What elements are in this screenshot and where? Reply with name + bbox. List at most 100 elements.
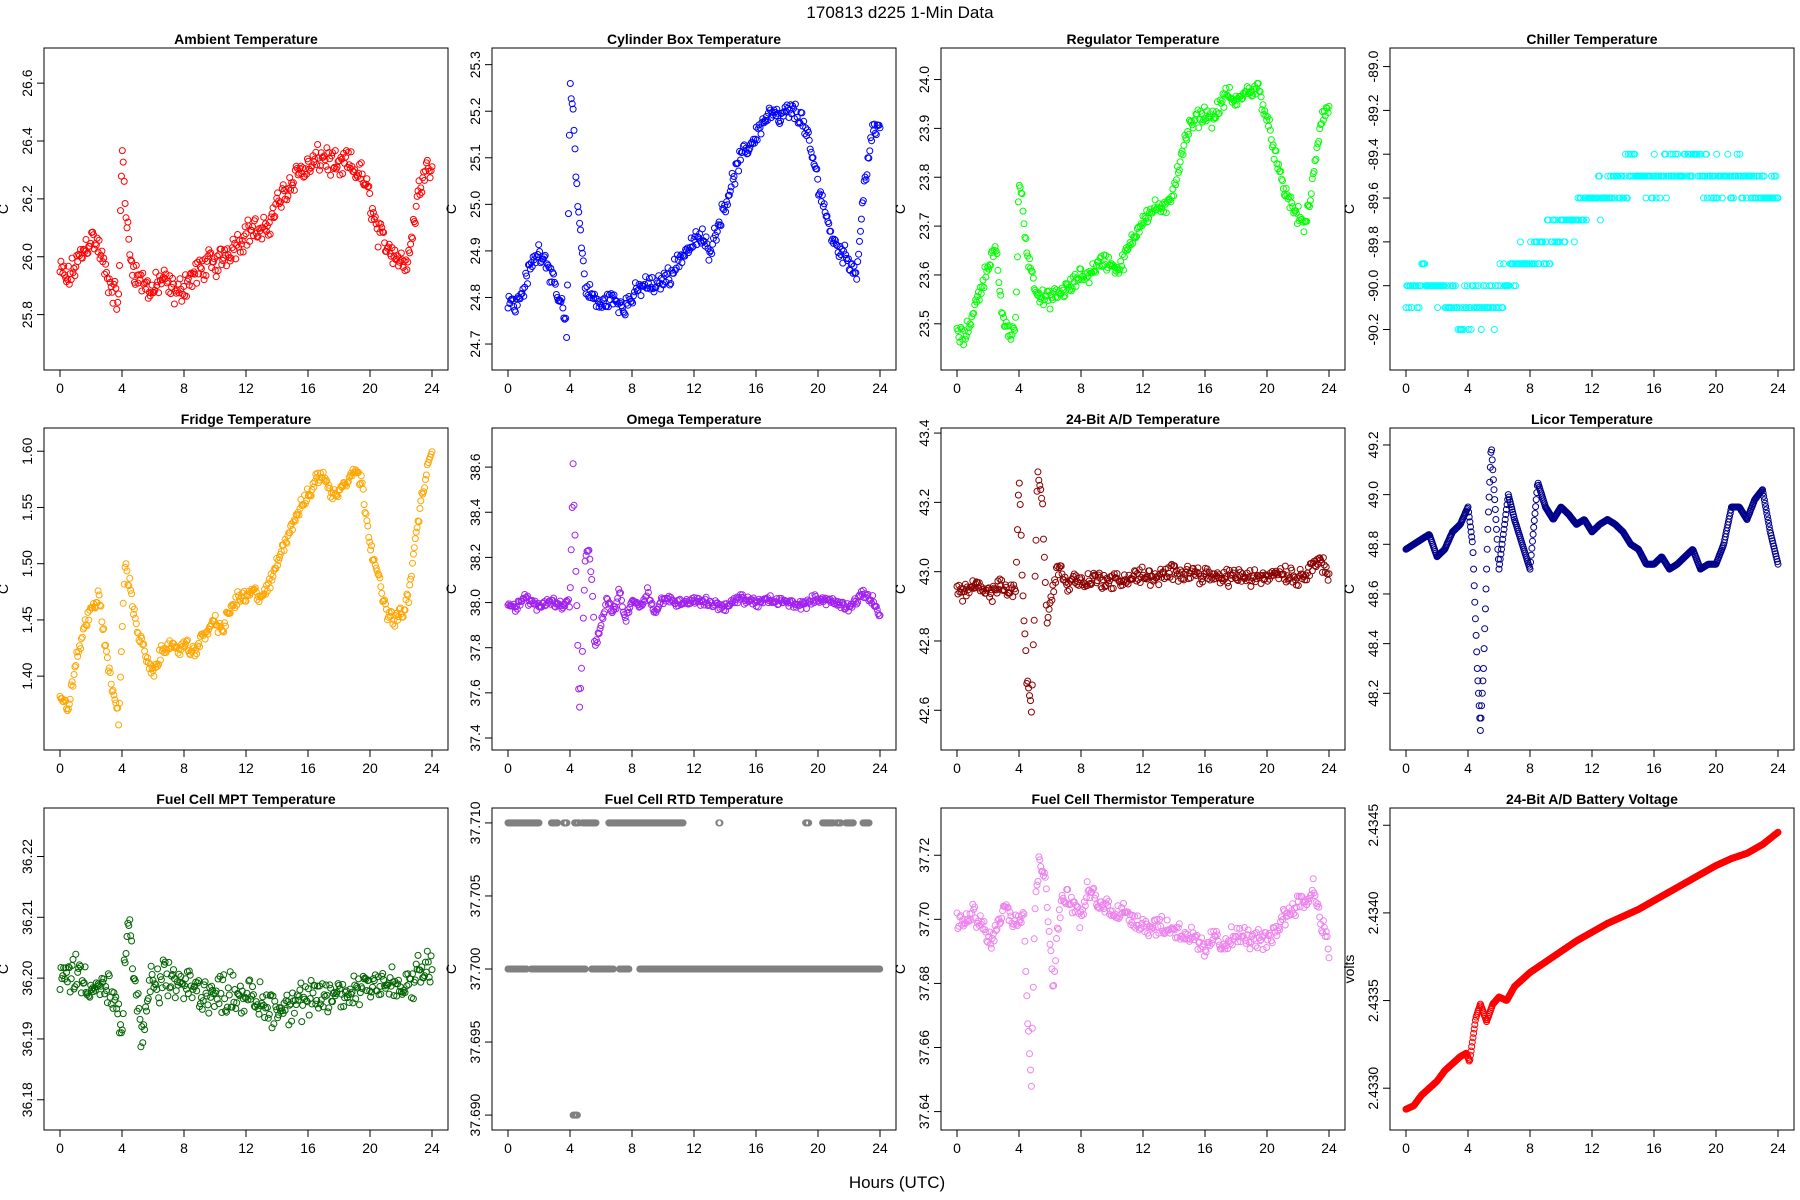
data-point	[1570, 238, 1578, 246]
data-point	[1040, 301, 1047, 309]
data-point	[1158, 204, 1166, 212]
data-point	[1405, 304, 1413, 312]
data-point	[253, 233, 261, 241]
data-point	[148, 281, 156, 289]
data-point	[809, 154, 817, 162]
data-point	[576, 219, 584, 227]
data-series	[504, 80, 884, 341]
data-point	[60, 262, 68, 270]
data-point	[289, 526, 296, 534]
data-point	[1029, 274, 1037, 282]
data-point	[143, 278, 150, 286]
data-point	[835, 253, 843, 260]
data-point	[580, 270, 588, 278]
x-tick-label: 16	[1646, 380, 1662, 396]
y-tick-label: -89.0	[1365, 50, 1381, 82]
data-point	[1695, 150, 1703, 158]
data-point	[578, 664, 585, 672]
data-point	[1127, 241, 1135, 249]
data-point	[1283, 191, 1291, 199]
data-point	[121, 200, 129, 207]
data-point	[621, 614, 629, 621]
data-point	[125, 582, 133, 590]
data-point	[200, 276, 208, 284]
data-point	[428, 448, 436, 456]
panel-title: Ambient Temperature	[174, 31, 318, 47]
data-point	[568, 100, 576, 108]
data-point	[1662, 150, 1669, 158]
data-point	[1254, 80, 1262, 87]
data-point	[592, 636, 600, 644]
data-point	[1105, 579, 1113, 587]
data-point	[196, 643, 203, 651]
data-point	[118, 147, 126, 155]
data-point	[844, 607, 852, 615]
data-point	[1034, 468, 1042, 476]
data-point	[1251, 566, 1259, 574]
data-point	[183, 637, 190, 645]
data-series	[504, 460, 884, 711]
panel-title: Fuel Cell MPT Temperature	[156, 791, 336, 807]
data-point	[428, 163, 436, 171]
x-tick-label: 20	[810, 380, 826, 396]
data-point	[364, 522, 372, 530]
data-point	[78, 254, 86, 262]
data-point	[334, 493, 342, 501]
data-point	[1037, 486, 1045, 494]
data-point	[597, 622, 605, 629]
data-point	[404, 592, 412, 599]
y-tick-label: 37.700	[467, 947, 483, 990]
y-tick-label: 25.8	[19, 301, 35, 328]
x-tick-label: 12	[238, 760, 254, 776]
data-point	[378, 589, 386, 597]
data-point	[277, 548, 285, 555]
data-point	[569, 460, 577, 468]
y-tick-label: 42.6	[916, 696, 932, 723]
data-point	[274, 189, 282, 197]
x-tick-label: 0	[56, 760, 64, 776]
x-tick-label: 8	[1077, 380, 1085, 396]
y-tick-label: 37.710	[467, 801, 483, 844]
data-point	[1461, 282, 1469, 290]
data-point	[1611, 194, 1619, 202]
data-point	[1012, 587, 1020, 595]
data-point	[412, 528, 420, 536]
data-point	[661, 272, 669, 279]
data-point	[848, 603, 856, 611]
data-point	[1618, 172, 1626, 180]
x-tick-label: 12	[1584, 760, 1600, 776]
data-point	[66, 695, 74, 703]
data-point	[412, 202, 420, 210]
data-point	[541, 251, 549, 259]
data-point	[599, 295, 607, 303]
data-point	[599, 615, 607, 623]
data-point	[1293, 574, 1301, 582]
y-tick-label: 48.4	[1365, 630, 1381, 657]
y-tick-label: 37.705	[467, 874, 483, 917]
data-point	[155, 289, 163, 297]
data-point	[246, 237, 254, 245]
data-point	[277, 203, 285, 211]
y-tick-label: -89.6	[1365, 182, 1381, 214]
data-point	[289, 179, 297, 187]
x-tick-label: 4	[566, 760, 574, 776]
data-point	[1306, 197, 1314, 205]
data-point	[67, 681, 75, 689]
x-tick-label: 12	[238, 380, 254, 396]
y-axis-label: C	[0, 204, 11, 214]
data-point	[127, 256, 135, 264]
y-tick-label: 37.8	[467, 634, 483, 661]
x-tick-label: 0	[56, 380, 64, 396]
data-point	[857, 227, 864, 235]
data-point	[1176, 566, 1184, 574]
data-point	[707, 247, 715, 255]
data-point	[320, 152, 328, 160]
y-tick-label: 37.4	[467, 724, 483, 751]
data-point	[418, 489, 426, 497]
data-point	[959, 597, 967, 605]
y-tick-label: 1.45	[19, 606, 35, 633]
data-point	[95, 591, 103, 599]
data-point	[130, 610, 137, 618]
